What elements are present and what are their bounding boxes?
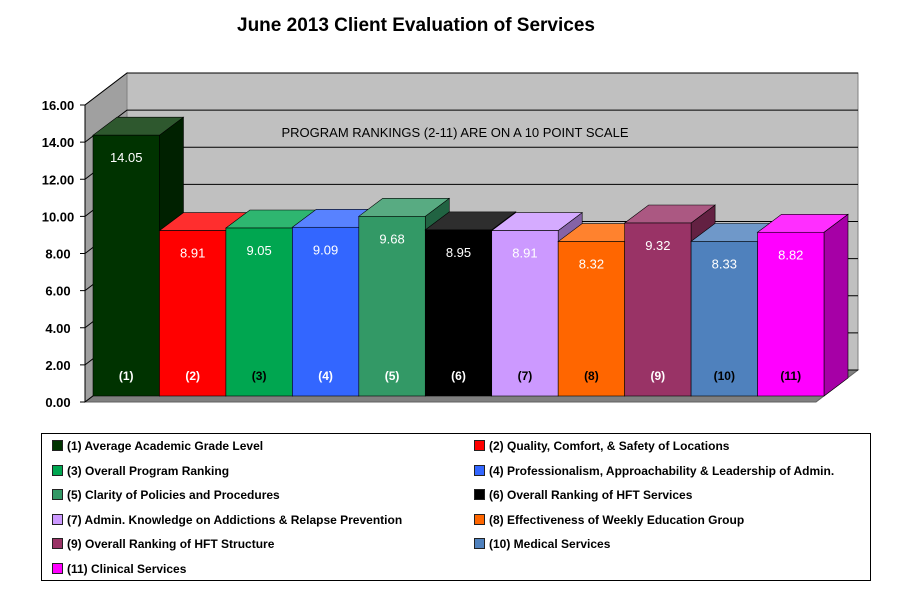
- legend-swatch: [52, 464, 63, 476]
- y-tick-label: 6.00: [45, 284, 70, 299]
- legend-label: (9) Overall Ranking of HFT Structure: [67, 537, 275, 551]
- value-label: 9.32: [645, 238, 670, 253]
- legend-label: (6) Overall Ranking of HFT Services: [489, 488, 693, 502]
- legend-label: (5) Clarity of Policies and Procedures: [67, 488, 280, 502]
- legend-label: (7) Admin. Knowledge on Addictions & Rel…: [67, 512, 403, 527]
- value-label: 8.95: [446, 245, 471, 260]
- y-tick-label: 10.00: [42, 209, 75, 224]
- legend-item: (3) Overall Program Ranking: [52, 462, 229, 480]
- bar: [292, 226, 360, 397]
- legend-item: (6) Overall Ranking of HFT Services: [474, 486, 692, 504]
- category-label: (2): [185, 369, 200, 383]
- legend-item: (4) Professionalism, Approachability & L…: [474, 462, 834, 480]
- legend-label: (4) Professionalism, Approachability & L…: [489, 463, 835, 478]
- legend-label: (1) Average Academic Grade Level: [67, 439, 264, 453]
- bar: [690, 241, 758, 397]
- value-label: 8.91: [512, 246, 537, 261]
- category-label: (7): [518, 369, 533, 383]
- bar-group: 8.82 (11): [756, 213, 849, 397]
- value-label: 9.05: [246, 243, 271, 258]
- legend-label: (3) Overall Program Ranking: [67, 463, 230, 478]
- legend-swatch: [474, 489, 485, 501]
- category-label: (1): [119, 369, 134, 383]
- category-label: (8): [584, 369, 599, 383]
- bar: [491, 230, 559, 397]
- bar: [225, 227, 293, 397]
- legend-item: (7) Admin. Knowledge on Addictions & Rel…: [52, 511, 402, 529]
- bar: [358, 216, 426, 397]
- bars: 14.05 (1) 8.91 (2) 9.05 (3) 9.09 (4) 9.68 (5) 8.95…: [92, 116, 849, 397]
- chart-area: June 2013 Client Evaluation of Services …: [42, 15, 860, 410]
- value-label: 14.05: [110, 150, 143, 165]
- bar: [424, 229, 493, 397]
- y-axis: 0.00 2.00 4.00 6.00 8.00 10.00 12.00 14.00 16.00: [42, 98, 86, 410]
- value-label: 9.68: [379, 231, 404, 246]
- legend-swatch: [474, 513, 485, 525]
- legend-swatch: [52, 513, 63, 525]
- bar: [757, 231, 825, 397]
- value-label: 8.33: [712, 256, 737, 271]
- bar: [92, 134, 160, 397]
- legend-label: (11) Clinical Services: [67, 561, 187, 576]
- legend-swatch: [52, 538, 63, 550]
- y-tick-label: 16.00: [42, 98, 75, 113]
- legend-swatch: [52, 440, 63, 452]
- y-tick-label: 14.00: [42, 135, 75, 150]
- bar: [624, 222, 692, 397]
- value-label: 8.82: [778, 247, 803, 262]
- scale-note: PROGRAM RANKINGS (2-11) ARE ON A 10 POIN…: [281, 125, 628, 140]
- category-label: (5): [385, 369, 400, 383]
- value-label: 9.09: [313, 242, 338, 257]
- category-label: (11): [780, 369, 801, 383]
- category-label: (3): [252, 369, 267, 383]
- y-tick-label: 2.00: [45, 358, 70, 373]
- legend: (1) Average Academic Grade Level (2) Qual…: [41, 433, 871, 581]
- category-label: (6): [451, 369, 466, 383]
- gridline: [84, 72, 858, 106]
- legend-label: (8) Effectiveness of Weekly Education Gr…: [489, 512, 745, 527]
- y-tick-label: 8.00: [45, 247, 70, 262]
- legend-swatch: [474, 464, 485, 476]
- chart-title: June 2013 Client Evaluation of Services: [237, 15, 595, 36]
- bar-side: [823, 213, 849, 397]
- legend-item: (9) Overall Ranking of HFT Structure: [52, 535, 274, 553]
- category-label: (9): [651, 369, 666, 383]
- legend-swatch: [52, 489, 63, 501]
- legend-item: (10) Medical Services: [474, 535, 610, 553]
- legend-item: (1) Average Academic Grade Level: [52, 437, 263, 455]
- category-label: (4): [318, 369, 333, 383]
- value-label: 8.91: [180, 246, 205, 261]
- legend-item: (5) Clarity of Policies and Procedures: [52, 486, 280, 504]
- legend-item: (8) Effectiveness of Weekly Education Gr…: [474, 511, 744, 529]
- category-label: (10): [714, 369, 735, 383]
- bar: [557, 241, 625, 397]
- legend-swatch: [52, 562, 63, 574]
- legend-item: (2) Quality, Comfort, & Safety of Locati…: [474, 437, 729, 455]
- y-tick-label: 0.00: [45, 395, 70, 410]
- legend-label: (10) Medical Services: [489, 537, 611, 551]
- y-tick-label: 12.00: [42, 172, 75, 187]
- legend-swatch: [474, 440, 485, 452]
- legend-label: (2) Quality, Comfort, & Safety of Locati…: [489, 439, 730, 453]
- y-tick-label: 4.00: [45, 321, 70, 336]
- legend-item: (11) Clinical Services: [52, 560, 186, 578]
- legend-swatch: [474, 538, 485, 550]
- value-label: 8.32: [579, 257, 604, 272]
